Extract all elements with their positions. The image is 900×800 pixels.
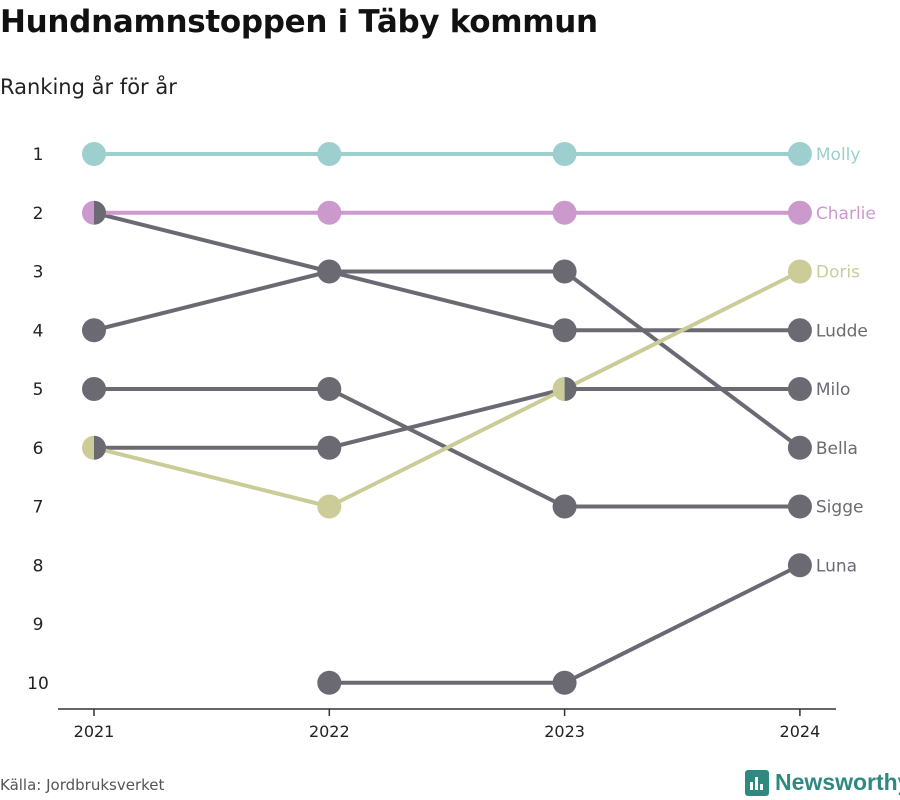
end-label-ludde: Ludde xyxy=(816,321,868,341)
point-sigge xyxy=(787,377,812,401)
point-molly xyxy=(787,142,812,166)
data-point xyxy=(317,494,342,519)
point-doris xyxy=(787,259,812,284)
point-milo xyxy=(82,377,106,401)
point-luna xyxy=(317,670,342,695)
data-point xyxy=(82,435,107,460)
point-molly xyxy=(552,142,577,166)
point-charlie xyxy=(317,200,342,225)
data-point xyxy=(317,142,342,166)
point-sigge xyxy=(94,435,107,460)
data-point xyxy=(82,377,106,401)
brand-logo[interactable]: Newsworthy xyxy=(745,769,900,796)
end-label-luna: Luna xyxy=(816,556,857,576)
point-milo xyxy=(552,494,577,519)
data-point xyxy=(787,142,812,166)
end-label-doris: Doris xyxy=(816,263,860,283)
data-point xyxy=(552,318,577,343)
end-label-charlie: Charlie xyxy=(816,204,876,224)
end-label-milo: Milo xyxy=(816,380,851,400)
data-point xyxy=(82,200,107,225)
end-labels: Molly Charlie Doris Ludde Milo Bella Sigge Luna xyxy=(816,145,876,576)
data-point xyxy=(552,142,577,166)
y-tick-label: 9 xyxy=(33,615,44,635)
data-point xyxy=(552,494,577,519)
y-tick-label: 1 xyxy=(33,145,44,165)
data-point xyxy=(82,142,106,166)
point-charlie xyxy=(552,200,577,225)
point-bella xyxy=(787,435,812,460)
data-point xyxy=(787,494,812,519)
series-line-sigge xyxy=(92,387,802,450)
y-tick-label: 7 xyxy=(33,498,44,518)
series-points xyxy=(82,142,812,695)
point-doris xyxy=(552,377,565,401)
point-charlie xyxy=(82,200,94,225)
y-tick-label: 3 xyxy=(33,263,44,283)
data-point xyxy=(317,200,342,225)
point-milo xyxy=(317,377,342,401)
data-point xyxy=(82,318,106,343)
chart-title: Hundnamnstoppen i Täby kommun xyxy=(0,4,598,40)
point-milo xyxy=(787,494,812,519)
x-tick-label: 2021 xyxy=(74,722,115,741)
point-molly xyxy=(82,142,106,166)
point-luna xyxy=(552,670,577,695)
y-tick-label: 10 xyxy=(27,674,49,694)
end-label-bella: Bella xyxy=(816,439,858,459)
point-ludde xyxy=(94,200,107,225)
point-ludde xyxy=(787,318,812,343)
data-point xyxy=(317,259,342,284)
point-doris xyxy=(82,435,94,460)
data-point xyxy=(787,435,812,460)
point-sigge xyxy=(317,435,342,460)
brand-name: Newsworthy xyxy=(775,769,900,795)
point-bella xyxy=(552,259,577,284)
y-tick-label: 2 xyxy=(33,204,44,224)
data-point xyxy=(552,670,577,695)
data-point xyxy=(552,259,577,284)
data-point xyxy=(787,377,812,401)
data-point xyxy=(552,200,577,225)
data-point xyxy=(787,259,812,284)
point-ludde xyxy=(317,259,342,284)
data-point xyxy=(317,377,342,401)
end-label-sigge: Sigge xyxy=(816,498,864,518)
point-sigge xyxy=(564,377,577,401)
point-molly xyxy=(317,142,342,166)
series-line-bella xyxy=(92,269,802,450)
series-lines-highlighted xyxy=(92,152,802,509)
y-tick-label: 4 xyxy=(33,321,44,341)
series-line-luna xyxy=(327,563,802,685)
x-axis: 2021 2022 2023 2024 xyxy=(58,708,836,741)
bar-chart-icon xyxy=(745,769,769,796)
data-point xyxy=(787,553,812,578)
point-doris xyxy=(317,494,342,519)
data-point xyxy=(552,377,577,401)
y-tick-label: 8 xyxy=(33,556,44,576)
x-tick-label: 2023 xyxy=(544,722,585,741)
point-charlie xyxy=(787,200,812,225)
source-note: Källa: Jordbruksverket xyxy=(0,776,165,794)
series-line-doris xyxy=(92,269,802,509)
x-tick-label: 2024 xyxy=(780,722,821,741)
data-point xyxy=(317,670,342,695)
x-tick-label: 2022 xyxy=(309,722,350,741)
point-ludde xyxy=(552,318,577,343)
data-point xyxy=(787,200,812,225)
y-axis-ticks: 1 2 3 4 5 6 7 8 9 10 xyxy=(27,145,49,694)
data-point xyxy=(317,435,342,460)
data-point xyxy=(787,318,812,343)
end-label-molly: Molly xyxy=(816,145,861,165)
chart-subtitle: Ranking år för år xyxy=(0,75,177,99)
y-tick-label: 6 xyxy=(33,439,44,459)
point-luna xyxy=(787,553,812,578)
point-bella xyxy=(82,318,106,343)
y-tick-label: 5 xyxy=(33,380,44,400)
